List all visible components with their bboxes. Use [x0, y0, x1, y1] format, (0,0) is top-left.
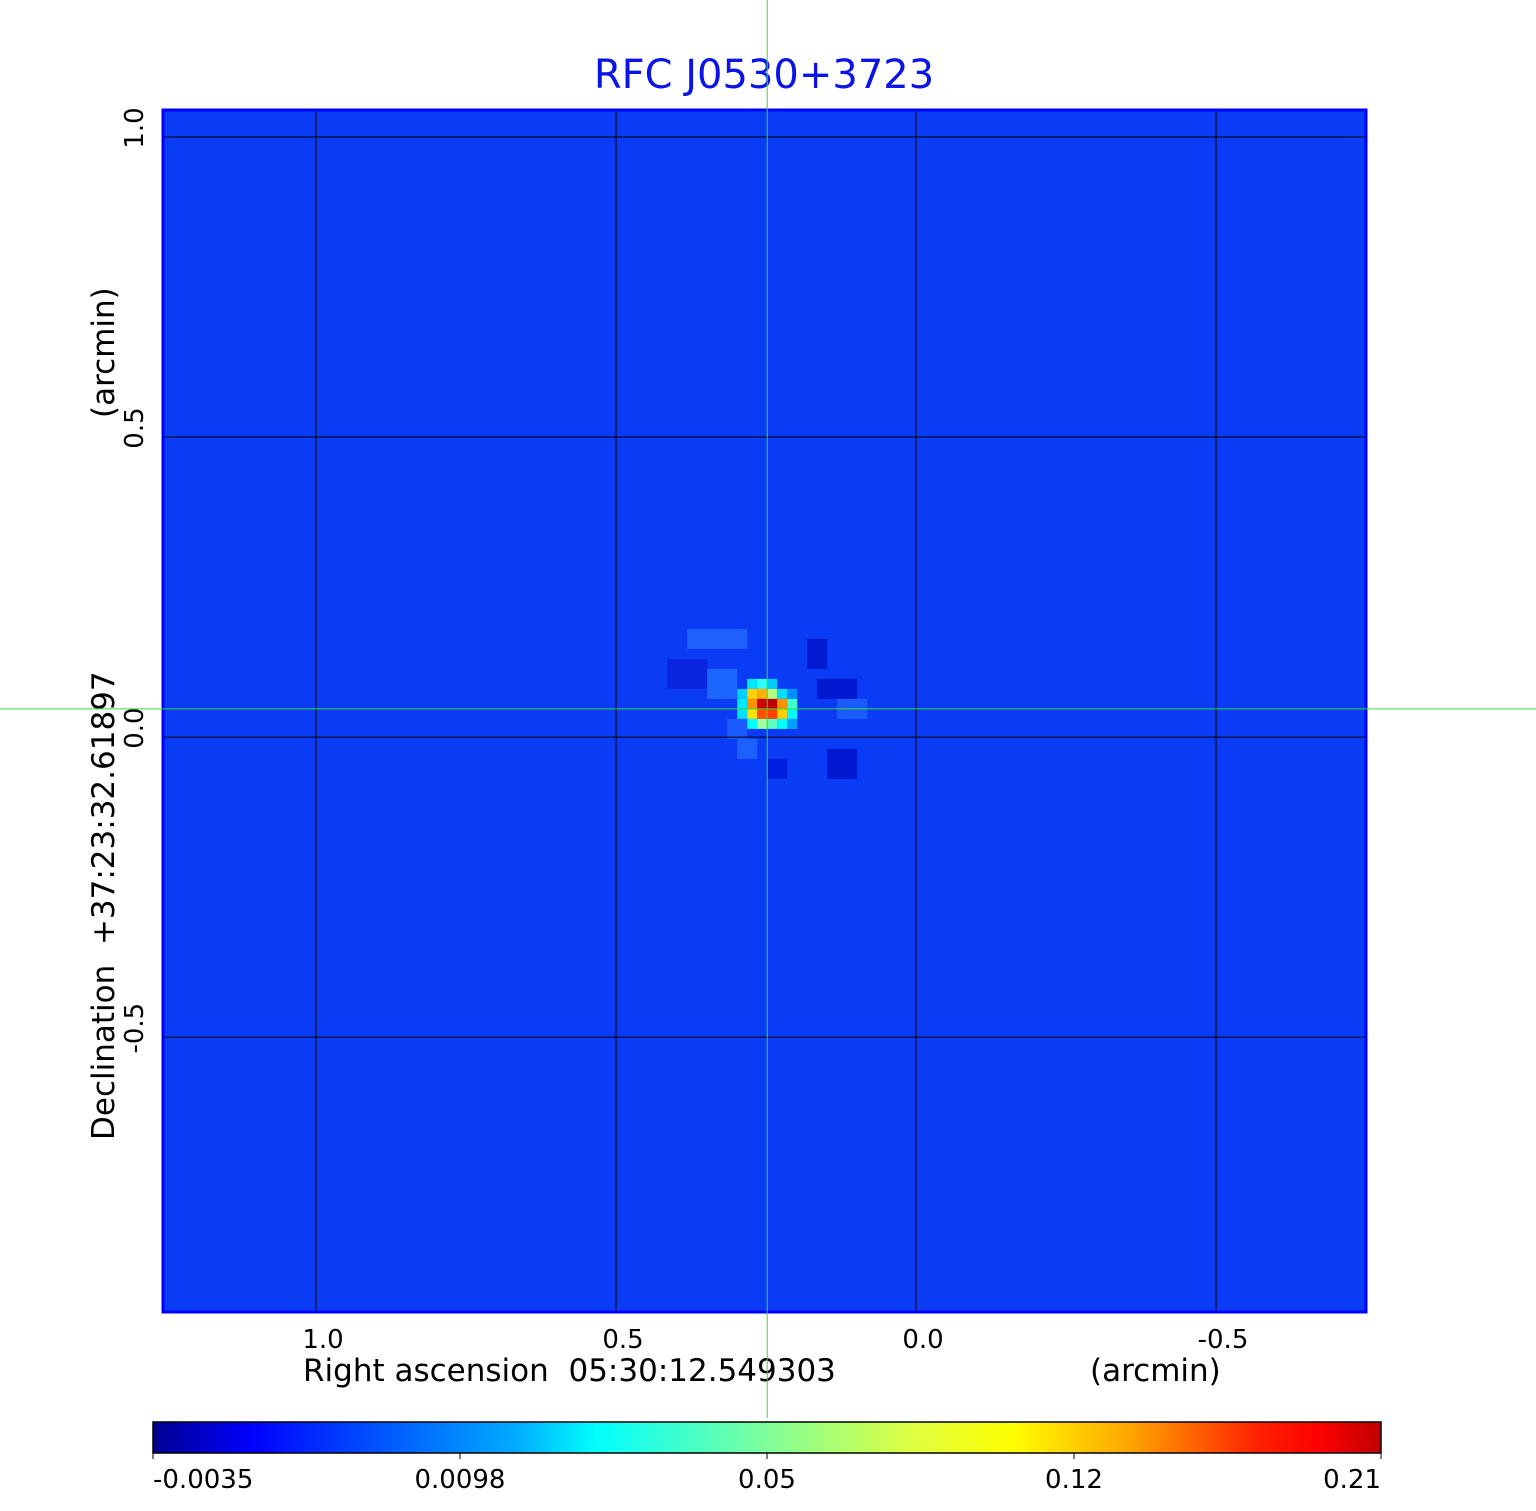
source-pixel: [747, 698, 758, 709]
colorbar-tick-label: 0.12: [1045, 1465, 1103, 1495]
source-pixel: [787, 718, 798, 729]
x-tick-label: 1.0: [302, 1325, 343, 1355]
source-pixel: [787, 708, 798, 719]
colorbar-tick-label: -0.0035: [153, 1465, 253, 1495]
y-tick-label: 0.0: [120, 707, 150, 748]
y-tick-label: 0.5: [120, 407, 150, 448]
chart-title: RFC J0530+3723: [593, 52, 935, 98]
colorbar-tick-label: 0.0098: [415, 1465, 506, 1495]
source-pixel: [747, 718, 758, 729]
sidelobe-pixel: [707, 668, 738, 699]
sidelobe-pixel: [687, 628, 748, 649]
plot-frame: [161, 108, 1368, 1314]
source-pixel: [787, 688, 798, 699]
source-pixel: [767, 698, 778, 709]
sidelobe-pixel: [807, 638, 828, 669]
x-tick-label: 0.5: [602, 1325, 643, 1355]
source-pixel: [737, 698, 748, 709]
source-pixel: [737, 688, 748, 699]
source-pixel: [777, 708, 788, 719]
sidelobe-pixel: [767, 758, 788, 779]
sidelobe-pixel: [727, 718, 748, 739]
source-pixel: [757, 688, 768, 699]
source-pixel: [747, 708, 758, 719]
x-axis-unit: (arcmin): [1090, 1353, 1221, 1389]
sidelobe-pixel: [667, 658, 708, 689]
source-pixel: [757, 718, 768, 729]
x-axis-label: Right ascension 05:30:12.549303: [303, 1353, 836, 1389]
source-pixel: [767, 708, 778, 719]
x-tick-label: -0.5: [1198, 1325, 1249, 1355]
x-tick-label: 0.0: [902, 1325, 943, 1355]
y-tick-label: 1.0: [120, 107, 150, 148]
colorbar-tick-label: 0.05: [738, 1465, 796, 1495]
y-axis-label: Declination +37:23:32.61897: [86, 671, 122, 1140]
source-pixel: [767, 688, 778, 699]
crosshair: [0, 0, 1536, 1418]
grid-lines: [163, 110, 1366, 1312]
source-pixel: [777, 698, 788, 709]
sidelobe-pixel: [737, 738, 758, 759]
source-pixel: [777, 688, 788, 699]
image-pixels: [667, 628, 868, 779]
source-pixel: [767, 718, 778, 729]
source-pixel: [737, 708, 748, 719]
source-pixel: [747, 678, 758, 689]
source-pixel: [777, 718, 788, 729]
colorbar-tick-label: 0.21: [1323, 1465, 1381, 1495]
sidelobe-pixel: [827, 748, 858, 779]
source-pixel: [767, 678, 778, 689]
colorbar: [152, 1421, 1382, 1454]
source-pixel: [757, 698, 768, 709]
y-tick-label: -0.5: [120, 1003, 150, 1054]
y-axis-unit: (arcmin): [86, 287, 122, 418]
source-pixel: [747, 688, 758, 699]
sidelobe-pixel: [817, 678, 858, 699]
source-pixel: [787, 698, 798, 709]
source-pixel: [757, 708, 768, 719]
source-pixel: [757, 678, 768, 689]
